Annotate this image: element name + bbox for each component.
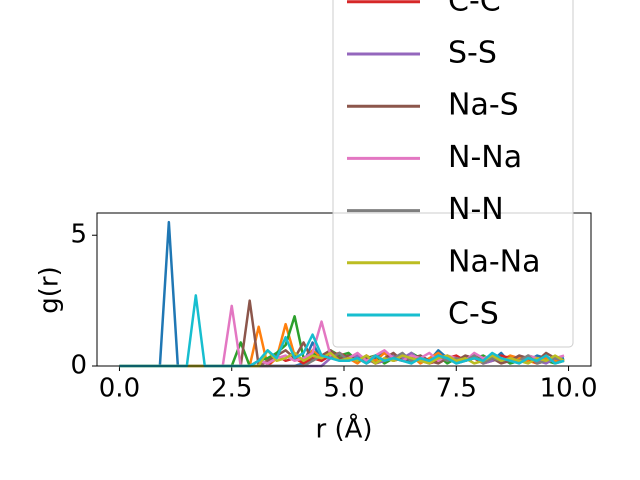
x-tick-label: 0.0 bbox=[99, 374, 140, 404]
x-axis-label: r (Å) bbox=[315, 413, 372, 445]
legend-label: Na-Na bbox=[448, 244, 540, 279]
y-axis-label: g(r) bbox=[35, 266, 65, 313]
x-tick-label: 7.5 bbox=[436, 374, 477, 404]
x-tick-label: 2.5 bbox=[211, 374, 252, 404]
y-tick-label: 0 bbox=[70, 351, 87, 381]
x-tick-label: 10.0 bbox=[540, 374, 598, 404]
legend-label: C-C bbox=[448, 0, 501, 18]
legend-box bbox=[332, 0, 574, 348]
x-tick-label: 5.0 bbox=[323, 374, 364, 404]
legend-label: C-S bbox=[448, 297, 499, 332]
series-line bbox=[119, 294, 565, 368]
y-tick-label: 5 bbox=[70, 220, 87, 250]
legend-label: S-S bbox=[448, 36, 497, 71]
legend-label: N-N bbox=[448, 192, 504, 227]
legend-label: N-Na bbox=[448, 140, 522, 175]
legend-label: Na-S bbox=[448, 88, 519, 123]
